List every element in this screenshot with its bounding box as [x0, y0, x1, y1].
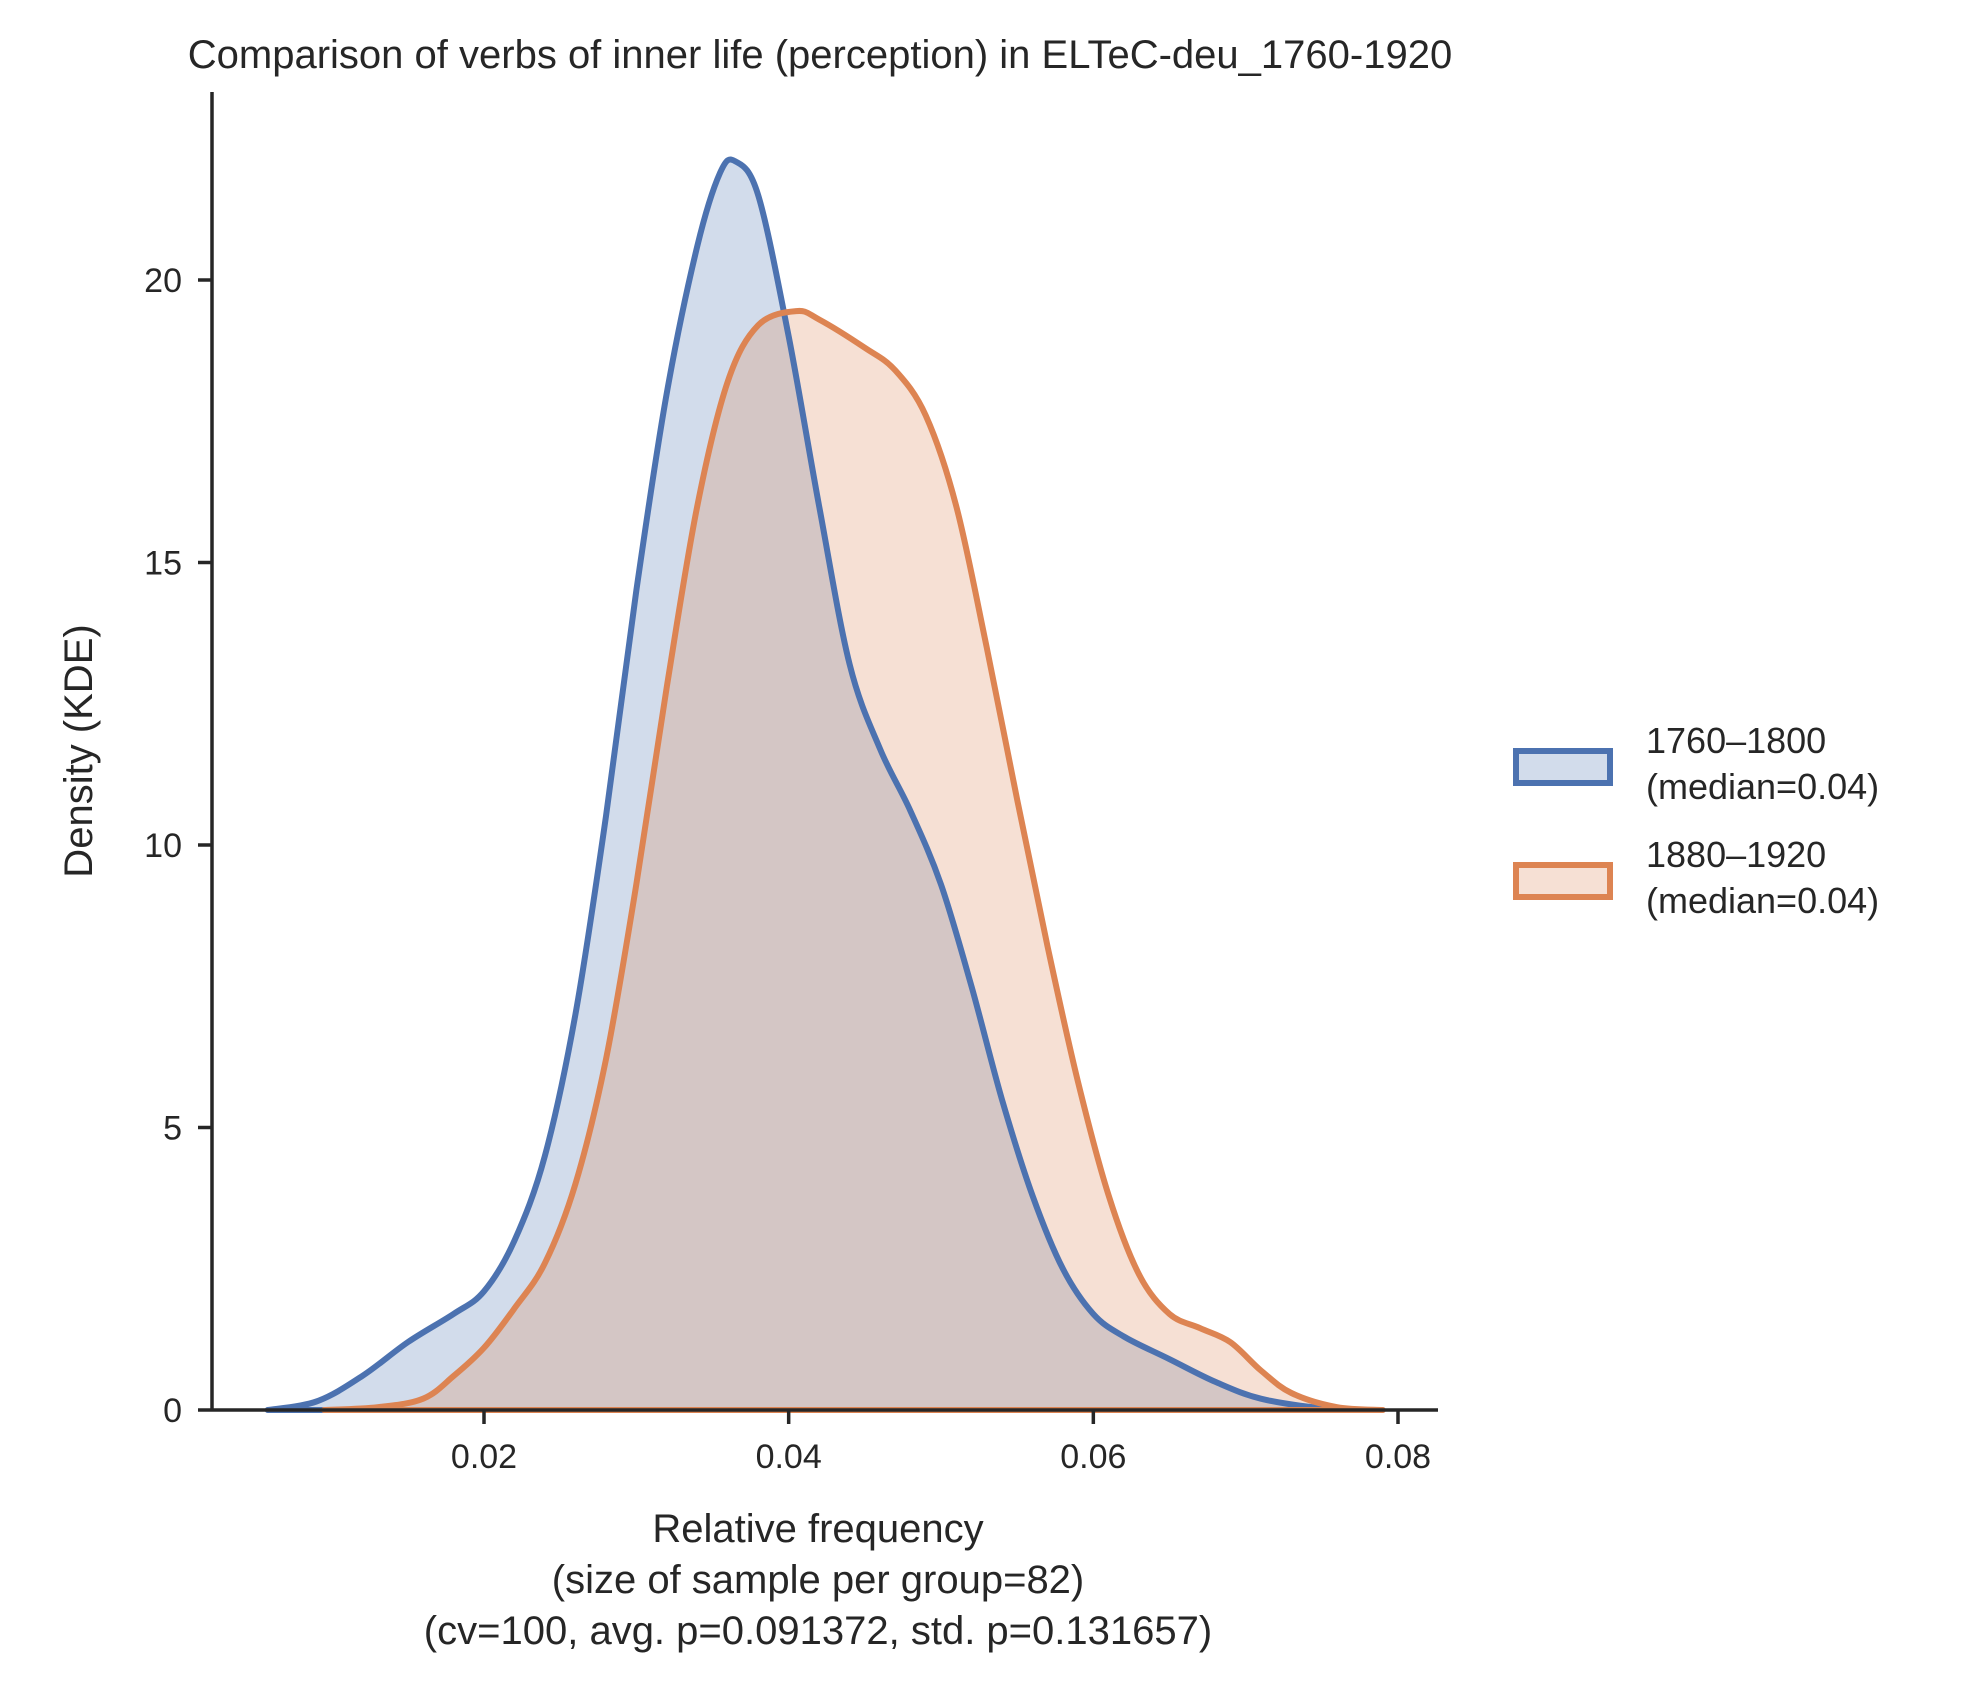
series-line-1	[264, 156, 1371, 1413]
x-axis-ticks: 0.02 0.04 0.06 0.08	[451, 1410, 1431, 1476]
x-tick-label: 0.04	[756, 1438, 822, 1476]
x-tick-label: 0.06	[1060, 1438, 1126, 1476]
series-fill-2	[324, 310, 1383, 1411]
x-axis-label-line-3: (cv=100, avg. p=0.091372, std. p=0.13165…	[424, 1609, 1212, 1653]
y-tick-label: 10	[144, 827, 182, 865]
y-tick-label: 15	[144, 545, 182, 583]
x-tick-label: 0.02	[451, 1438, 517, 1476]
y-tick-label: 0	[163, 1392, 182, 1430]
x-axis-label-line-1: Relative frequency	[652, 1507, 983, 1551]
series-fill-1	[267, 159, 1368, 1411]
legend-swatch-2	[1513, 862, 1613, 900]
series-line-2	[321, 307, 1386, 1413]
series-layer	[264, 156, 1386, 1413]
legend-label-1: (median=0.04)	[1646, 766, 1879, 807]
legend: 1760–1800 (median=0.04) 1880–1920 (median=0…	[1513, 720, 1879, 921]
legend-label-1: 1760–1800	[1646, 720, 1826, 761]
legend-label-2: 1880–1920	[1646, 834, 1826, 875]
y-axis-label: Density (KDE)	[57, 624, 101, 877]
y-tick-label: 5	[163, 1110, 182, 1148]
y-axis-ticks: 0 5 10 15 20	[144, 262, 212, 1430]
y-tick-label: 20	[144, 262, 182, 300]
x-axis-label-line-2: (size of sample per group=82)	[552, 1558, 1085, 1602]
legend-label-2: (median=0.04)	[1646, 880, 1879, 921]
legend-swatch-1	[1513, 748, 1613, 786]
chart-title: Comparison of verbs of inner life (perce…	[188, 33, 1452, 77]
x-tick-label: 0.08	[1365, 1438, 1431, 1476]
